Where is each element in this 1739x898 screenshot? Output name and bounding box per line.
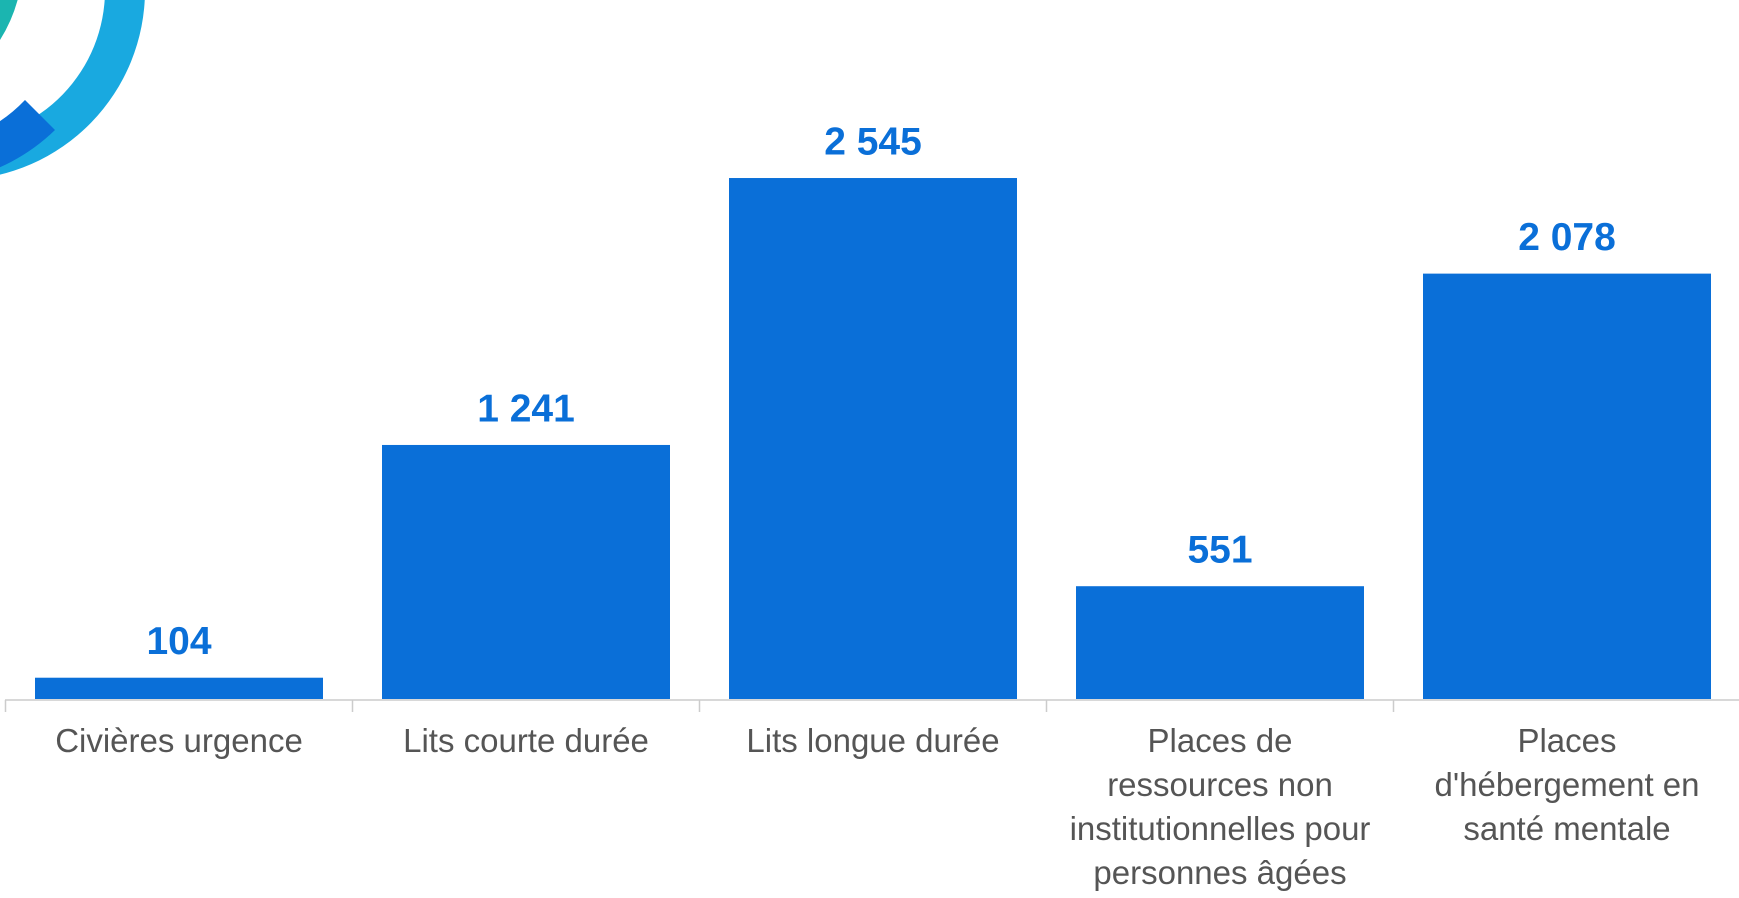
value-label: 2 078: [1518, 216, 1616, 259]
x-tick-label: Places d'hébergement en santé mentale: [1435, 722, 1700, 847]
bar: [1076, 586, 1364, 699]
x-tick-label: Lits longue durée: [746, 722, 999, 759]
x-tick-label: Places de ressources non institutionnelles…: [1070, 722, 1371, 891]
value-label: 104: [146, 620, 211, 663]
decoration: [0, 0, 145, 175]
bar: [1423, 273, 1711, 699]
arc: [0, 100, 55, 168]
x-tick-label: Lits courte durée: [403, 722, 649, 759]
value-label: 2 545: [824, 120, 922, 163]
bar: [35, 677, 323, 699]
value-label: 551: [1187, 529, 1252, 572]
bar: [729, 178, 1017, 699]
bar: [382, 444, 670, 699]
arc: [0, 0, 18, 40]
value-label: 1 241: [477, 387, 575, 430]
x-tick-label: Civières urgence: [55, 722, 303, 759]
